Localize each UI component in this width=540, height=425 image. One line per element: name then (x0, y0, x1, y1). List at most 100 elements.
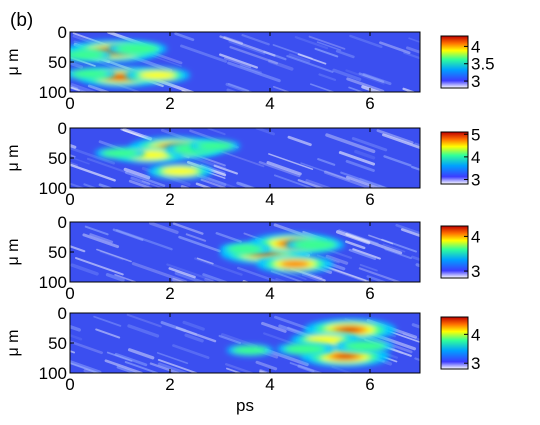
y-tick-label: 100 (39, 273, 67, 292)
texture-streak (358, 72, 385, 83)
texture-streak (239, 64, 262, 74)
texture-streak (366, 275, 388, 282)
x-tick-label: 0 (65, 94, 74, 113)
hot-spot-level (110, 74, 130, 80)
hot-spot (95, 147, 145, 160)
hot-spot-level (226, 244, 264, 254)
texture-streak (402, 87, 417, 92)
texture-streak (70, 61, 84, 69)
texture-streak (166, 263, 214, 282)
texture-streak (70, 350, 76, 354)
texture-streak (105, 273, 125, 282)
texture-streak (361, 85, 383, 92)
texture-streak (70, 154, 76, 158)
texture-streak (70, 83, 98, 92)
hot-spot-level (70, 49, 105, 60)
y-tick-label: 100 (39, 179, 67, 198)
x-tick-label: 2 (165, 94, 174, 113)
texture-streak (359, 177, 391, 188)
texture-streak (160, 321, 198, 336)
hot-spot-level (196, 141, 234, 151)
hot-spot-level (280, 260, 310, 268)
texture-streak (172, 222, 204, 235)
texture-streak (70, 360, 102, 373)
y-axis-label: μ m (5, 49, 22, 76)
texture-streak (381, 238, 417, 253)
x-tick-label: 4 (265, 284, 274, 303)
hot-spot (147, 163, 213, 180)
texture-streak (384, 248, 412, 260)
colorbar-gradient (440, 35, 469, 89)
colorbar-gradient (440, 131, 469, 185)
texture-streak (305, 179, 333, 188)
x-tick-label: 0 (65, 190, 74, 209)
texture-streak (112, 228, 144, 241)
hot-spot (285, 237, 345, 252)
colorbar-tick-label: 3 (471, 72, 480, 91)
colorbar: 5 4 3 (440, 125, 480, 189)
texture-streak (130, 176, 151, 186)
texture-streak (288, 53, 311, 64)
texture-streak (237, 266, 281, 282)
colorbar: 43 (440, 225, 480, 281)
texture-streak (300, 162, 350, 181)
texture-streak (433, 280, 469, 293)
texture-streak (141, 180, 165, 188)
texture-streak (317, 158, 336, 166)
texture-streak (351, 137, 388, 152)
texture-streak (70, 163, 116, 182)
texture-streak (378, 184, 389, 188)
colorbar-tick-label: 3 (471, 354, 480, 373)
hot-spot (190, 139, 240, 153)
texture-streak (223, 36, 243, 45)
texture-streak (87, 84, 111, 92)
texture-streak (219, 53, 258, 69)
y-tick-label: 100 (39, 83, 67, 102)
texture-streak (273, 174, 312, 188)
x-tick-label: 6 (365, 190, 374, 209)
hot-spot-level (335, 353, 355, 359)
x-tick-label: 6 (365, 284, 374, 303)
texture-streak (194, 257, 243, 276)
texture-streak (70, 161, 78, 167)
colorbar-tick-label: 4 (471, 148, 480, 167)
texture-streak (98, 183, 114, 188)
x-tick-label: 6 (365, 94, 374, 113)
texture-streak (408, 37, 420, 43)
colorbar-tick-label: 4 (471, 227, 480, 246)
texture-streak (297, 53, 327, 65)
texture-streak (93, 315, 122, 327)
texture-streak (318, 73, 337, 81)
texture-streak (400, 228, 420, 238)
colorbar-tick-label: 3 (471, 262, 480, 281)
texture-streak (436, 187, 487, 205)
texture-streak (340, 171, 388, 188)
texture-streak (70, 324, 81, 332)
texture-streak (174, 32, 195, 42)
colorbar-gradient (440, 225, 469, 279)
texture-streak (216, 149, 265, 168)
texture-streak (70, 245, 86, 253)
texture-streak (268, 153, 314, 170)
texture-streak (359, 263, 378, 272)
texture-streak (195, 182, 213, 188)
texture-streak (325, 254, 349, 265)
hot-spot (220, 242, 270, 256)
y-tick-label: 0 (58, 304, 67, 323)
texture-streak (410, 165, 420, 171)
y-tick-label: 100 (39, 364, 67, 383)
texture-streak (301, 273, 327, 282)
texture-streak (264, 348, 309, 367)
y-tick-label: 0 (58, 23, 67, 42)
texture-streak (406, 46, 420, 54)
texture-streak (181, 89, 189, 92)
texture-streak (338, 151, 376, 166)
texture-streak (348, 248, 377, 260)
texture-streak (368, 234, 394, 245)
texture-streak (379, 41, 411, 55)
texture-streak (70, 84, 79, 91)
texture-streak (345, 240, 366, 250)
texture-streak (83, 368, 98, 373)
